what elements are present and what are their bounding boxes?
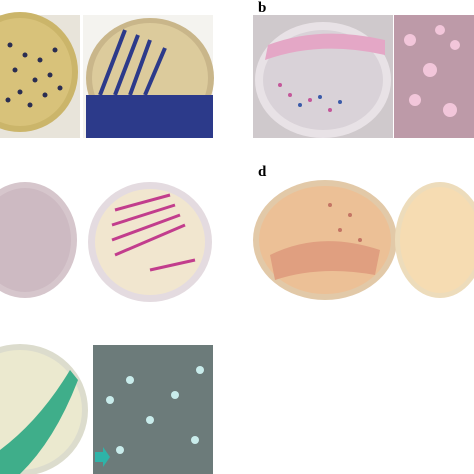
panel-b: b <box>253 0 474 138</box>
panel-c <box>0 182 212 302</box>
panel-d: d <box>253 164 474 300</box>
panel-label: d <box>258 164 267 180</box>
panel-e <box>0 344 213 474</box>
panel-a <box>0 12 214 138</box>
panel-label: b <box>258 0 266 16</box>
